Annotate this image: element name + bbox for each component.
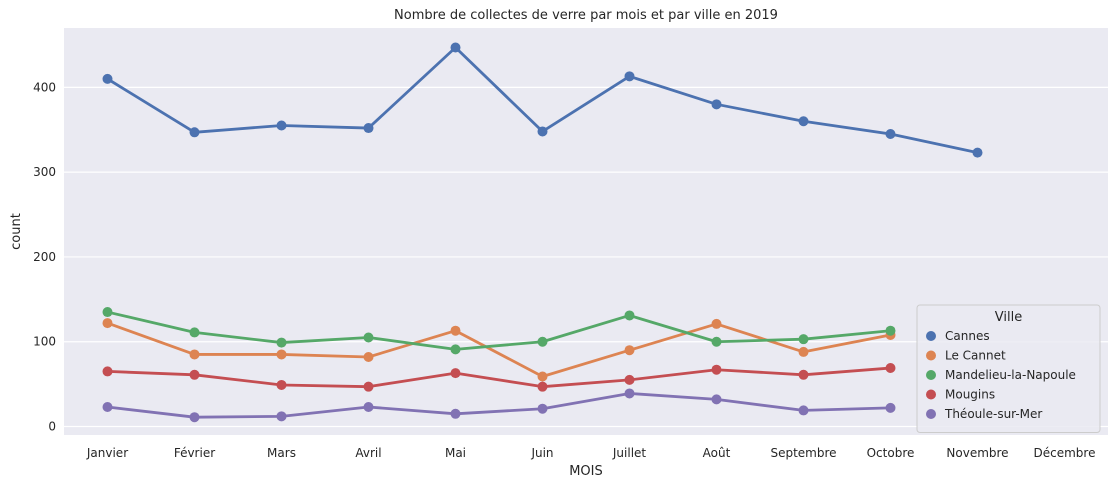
data-point (102, 307, 113, 318)
series-0 (102, 42, 983, 158)
series-group (102, 42, 983, 423)
data-point (624, 310, 635, 321)
data-point (798, 116, 809, 127)
x-tick-label: Janvier (86, 446, 128, 460)
y-tick-label: 0 (48, 420, 56, 434)
data-point (972, 147, 983, 158)
data-point (537, 336, 548, 347)
data-point (189, 412, 200, 423)
x-axis-ticks: Janvier Février Mars Avril Mai Juin Juillet Aoû… (86, 446, 1096, 460)
y-axis-ticks: 0 100 200 300 400 (33, 80, 56, 433)
legend-label: Mandelieu-la-Napoule (945, 368, 1076, 382)
series-line (107, 366, 891, 389)
data-point (624, 345, 635, 356)
legend-label: Cannes (945, 329, 990, 343)
data-point (885, 402, 896, 413)
data-point (450, 368, 461, 379)
x-tick-label: Avril (355, 446, 381, 460)
data-point (885, 128, 896, 139)
data-point (624, 71, 635, 82)
y-axis-label: count (9, 213, 24, 250)
data-point (363, 123, 374, 134)
data-point (276, 379, 287, 390)
legend-marker (926, 331, 936, 341)
legend-label: Le Cannet (945, 349, 1006, 363)
legend-title: Ville (995, 310, 1022, 325)
data-point (363, 402, 374, 413)
data-point (450, 42, 461, 53)
legend-marker (926, 370, 936, 380)
data-point (102, 402, 113, 413)
data-point (450, 325, 461, 336)
data-point (102, 366, 113, 377)
x-tick-label: Octobre (867, 446, 915, 460)
data-point (189, 127, 200, 138)
x-axis-label: MOIS (569, 464, 603, 479)
data-point (276, 337, 287, 348)
data-point (711, 318, 722, 329)
data-point (537, 403, 548, 414)
data-point (102, 73, 113, 84)
data-point (885, 325, 896, 336)
x-tick-label: Juin (530, 446, 553, 460)
chart-title: Nombre de collectes de verre par mois et… (394, 8, 778, 23)
data-point (276, 120, 287, 131)
series-1 (102, 318, 896, 382)
legend-box (916, 304, 1101, 433)
data-point (711, 99, 722, 110)
data-point (276, 411, 287, 422)
x-tick-label: Novembre (946, 446, 1008, 460)
y-tick-label: 100 (33, 335, 56, 349)
series-line (107, 310, 891, 351)
data-point (798, 369, 809, 380)
data-point (624, 388, 635, 399)
x-tick-label: Juillet (612, 446, 647, 460)
series-4 (102, 388, 896, 423)
data-point (798, 346, 809, 357)
data-point (798, 334, 809, 345)
legend-marker (926, 389, 936, 400)
data-point (537, 371, 548, 382)
series-line (107, 392, 891, 419)
legend-marker (926, 350, 936, 361)
legend-label: Mougins (945, 388, 995, 402)
series-3 (102, 363, 896, 392)
x-tick-label: Août (703, 446, 731, 460)
legend: Ville Cannes Le Cannet Mandelieu-la-Napoul… (916, 304, 1101, 433)
x-tick-label: Mai (445, 446, 466, 460)
data-point (450, 408, 461, 419)
data-point (711, 336, 722, 347)
data-point (102, 318, 113, 329)
data-point (363, 381, 374, 392)
data-point (276, 349, 287, 360)
data-point (537, 381, 548, 392)
data-point (189, 369, 200, 380)
data-point (189, 327, 200, 338)
series-line (107, 321, 891, 378)
y-tick-label: 300 (33, 165, 56, 179)
data-point (363, 351, 374, 362)
data-point (189, 349, 200, 360)
data-point (537, 126, 548, 137)
x-tick-label: Février (174, 446, 215, 460)
data-point (624, 374, 635, 385)
data-point (363, 332, 374, 343)
y-tick-label: 200 (33, 250, 56, 264)
data-point (711, 394, 722, 405)
y-tick-label: 400 (33, 80, 56, 94)
data-point (885, 363, 896, 374)
legend-marker (926, 409, 936, 419)
x-tick-label: Septembre (770, 446, 836, 460)
data-point (798, 405, 809, 416)
data-point (450, 344, 461, 355)
x-tick-label: Mars (267, 446, 296, 460)
data-point (711, 364, 722, 375)
legend-label: Théoule-sur-Mer (944, 407, 1042, 421)
series-2 (102, 307, 896, 355)
x-tick-label: Décembre (1034, 446, 1096, 460)
